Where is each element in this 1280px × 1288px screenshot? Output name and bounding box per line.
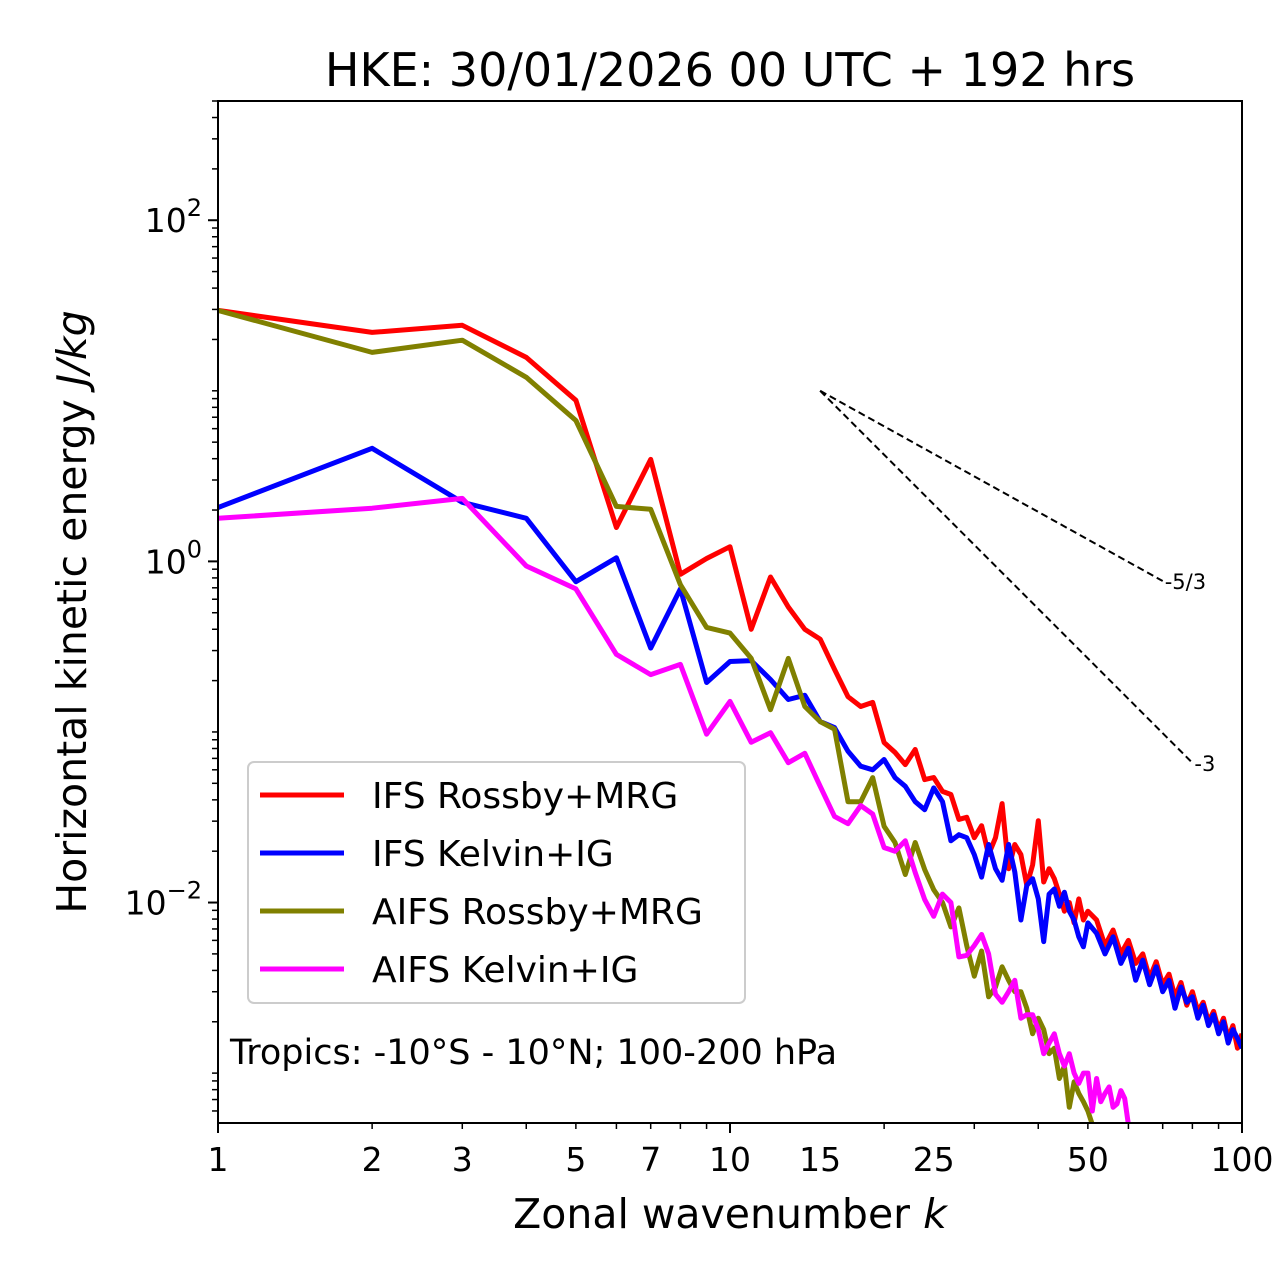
series-line-ifs-kelvin-ig — [218, 445, 1242, 1050]
y-tick-label: 10−2 — [125, 877, 202, 923]
legend-label: IFS Rossby+MRG — [372, 776, 678, 817]
y-tick-label: 100 — [145, 535, 202, 581]
chart-title: HKE: 30/01/2026 00 UTC + 192 hrs — [325, 43, 1135, 97]
legend-box — [247, 761, 746, 1004]
legend-label: AIFS Kelvin+IG — [372, 950, 638, 991]
x-axis-label-text: Zonal wavenumber — [513, 1190, 910, 1238]
x-tick-label: 5 — [565, 1140, 586, 1179]
region-annotation: Tropics: -10°S - 10°N; 100-200 hPa — [229, 1033, 837, 1073]
x-tick-label: 100 — [1211, 1140, 1274, 1179]
series-line-aifs-kelvin-ig — [218, 495, 1131, 1123]
legend: IFS Rossby+MRG IFS Kelvin+IG AIFS Rossby+M… — [247, 761, 746, 1004]
x-tick-label: 1 — [208, 1140, 229, 1179]
reference-slope-label: -5/3 — [1165, 570, 1206, 594]
axis-ticks: 1 2 3 5 7 10 15 25 50 100 102 100 10−2 — [125, 100, 1274, 1179]
reference-slope-label: -3 — [1194, 752, 1215, 776]
series-line-aifs-rossby-mrg — [218, 307, 1095, 1123]
x-axis-label: Zonal wavenumber k — [513, 1190, 949, 1238]
x-tick-label: 2 — [362, 1140, 383, 1179]
y-tick-label: 102 — [145, 194, 202, 240]
plot-frame — [217, 100, 1243, 1124]
x-tick-label: 25 — [913, 1140, 955, 1179]
y-axis-label-text: Horizontal kinetic energy — [48, 399, 96, 914]
x-axis-label-symbol: k — [923, 1190, 949, 1238]
y-axis-label: Horizontal kinetic energy J/kg — [48, 310, 96, 913]
x-tick-label: 7 — [640, 1140, 661, 1179]
x-tick-label: 10 — [709, 1140, 751, 1179]
series-lines — [218, 307, 1242, 1123]
legend-label: IFS Kelvin+IG — [372, 834, 614, 875]
legend-label: AIFS Rossby+MRG — [372, 892, 703, 933]
x-tick-label: 50 — [1067, 1140, 1109, 1179]
x-tick-label: 15 — [799, 1140, 841, 1179]
x-tick-label: 3 — [452, 1140, 473, 1179]
y-axis-label-units: J/kg — [48, 310, 96, 393]
